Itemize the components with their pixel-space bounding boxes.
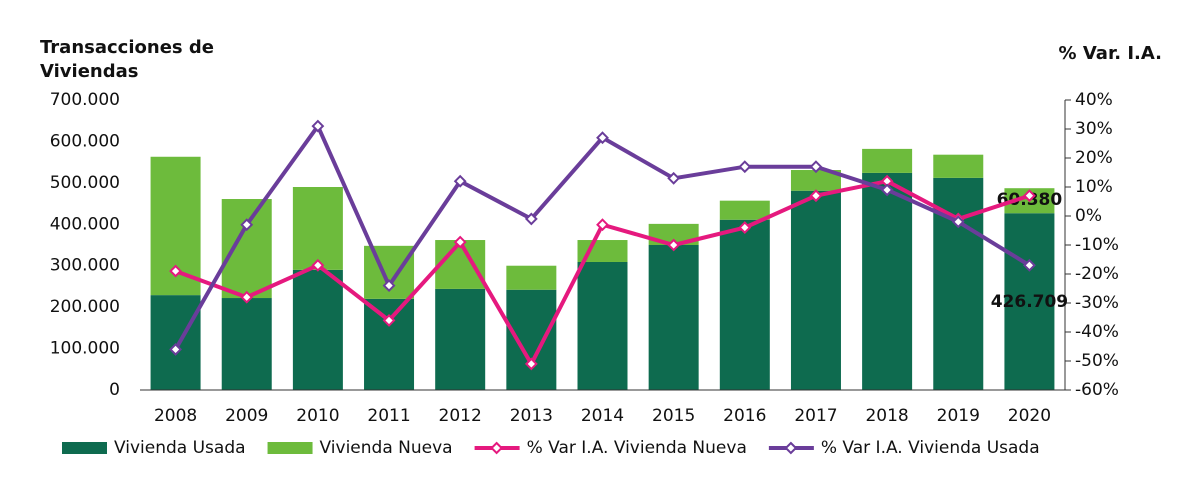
bar	[150, 295, 201, 390]
marker	[1023, 258, 1036, 272]
marker	[951, 215, 965, 229]
marker	[382, 313, 396, 327]
x-tick-label: 2015	[652, 406, 695, 426]
y2-tick-label: 10%	[1075, 177, 1113, 197]
marker	[453, 174, 467, 188]
marker	[169, 342, 182, 356]
bar	[790, 170, 841, 191]
legend-swatch	[267, 442, 313, 454]
y2-tick-label: -20%	[1075, 264, 1119, 284]
x-tick-label: 2019	[937, 406, 980, 426]
y-tick-label: 400.000	[50, 214, 120, 234]
bar	[221, 298, 272, 390]
legend-item: % Var I.A. Vivienda Usada	[768, 438, 1040, 458]
marker	[1023, 189, 1036, 203]
y2-tick-label: -10%	[1075, 235, 1119, 255]
bar	[933, 154, 984, 178]
marker	[453, 235, 467, 249]
bar	[1004, 213, 1055, 390]
marker	[596, 131, 609, 145]
bar	[364, 298, 415, 390]
marker	[169, 264, 182, 278]
y2-tick-label: 20%	[1075, 148, 1113, 168]
bar	[435, 288, 486, 390]
bar	[506, 265, 557, 290]
legend-label: Vivienda Usada	[114, 438, 246, 458]
y-tick-label: 600.000	[50, 131, 120, 151]
y2-tick-label: 0%	[1075, 206, 1102, 226]
x-tick-label: 2020	[1008, 406, 1051, 426]
y2-title: % Var. I.A.	[1058, 43, 1162, 64]
x-tick-label: 2010	[296, 406, 339, 426]
data-label: 426.709	[991, 292, 1068, 312]
x-tick-label: 2017	[794, 406, 837, 426]
y2-tick-label: -40%	[1075, 322, 1119, 342]
marker	[738, 160, 752, 174]
bar	[506, 289, 557, 390]
y-tick-label: 100.000	[50, 339, 120, 359]
marker	[311, 258, 325, 272]
bar	[292, 269, 343, 390]
marker	[240, 290, 254, 304]
y-tick-label: 300.000	[50, 256, 120, 276]
legend-item: Vivienda Usada	[62, 438, 246, 458]
marker	[524, 212, 538, 226]
legend-item: Vivienda Nueva	[267, 438, 453, 458]
marker	[240, 218, 254, 232]
bar	[790, 190, 841, 390]
legend-marker	[784, 441, 798, 455]
x-tick-label: 2011	[367, 406, 410, 426]
bar	[862, 172, 913, 390]
legend-marker	[490, 441, 504, 455]
legend-label: % Var I.A. Vivienda Usada	[821, 438, 1040, 458]
x-tick-label: 2018	[865, 406, 908, 426]
legend-label: % Var I.A. Vivienda Nueva	[527, 438, 747, 458]
y2-tick-label: -50%	[1075, 351, 1119, 371]
marker	[382, 279, 396, 293]
bar	[577, 261, 628, 390]
bar	[292, 187, 343, 270]
marker	[524, 357, 538, 371]
x-tick-label: 2016	[723, 406, 766, 426]
bar	[719, 200, 770, 220]
bar	[648, 245, 699, 390]
legend-label: Vivienda Nueva	[320, 438, 453, 458]
legend-item: % Var I.A. Vivienda Nueva	[474, 438, 747, 458]
marker	[809, 160, 823, 174]
marker	[311, 119, 325, 133]
legend-swatch	[62, 442, 107, 454]
chart-title: Transacciones de Viviendas	[40, 37, 214, 82]
marker	[596, 218, 609, 232]
y-tick-label: 500.000	[50, 173, 120, 193]
bar	[862, 148, 913, 173]
x-tick-label: 2009	[225, 406, 268, 426]
y2-tick-label: 30%	[1075, 119, 1113, 139]
marker	[667, 238, 681, 252]
marker	[809, 189, 823, 203]
bar	[221, 199, 272, 299]
x-tick-label: 2008	[154, 406, 197, 426]
x-tick-label: 2013	[510, 406, 553, 426]
x-tick-label: 2012	[439, 406, 482, 426]
marker	[738, 221, 752, 235]
y2-tick-label: -60%	[1075, 380, 1119, 400]
y2-tick-label: 40%	[1075, 90, 1113, 110]
marker	[880, 183, 894, 197]
y2-tick-label: -30%	[1075, 293, 1119, 313]
bar	[719, 219, 770, 390]
x-tick-label: 2014	[581, 406, 624, 426]
marker	[667, 171, 681, 185]
y-tick-label: 200.000	[50, 297, 120, 317]
y-tick-label: 0	[109, 380, 120, 400]
y-tick-label: 700.000	[50, 90, 120, 110]
